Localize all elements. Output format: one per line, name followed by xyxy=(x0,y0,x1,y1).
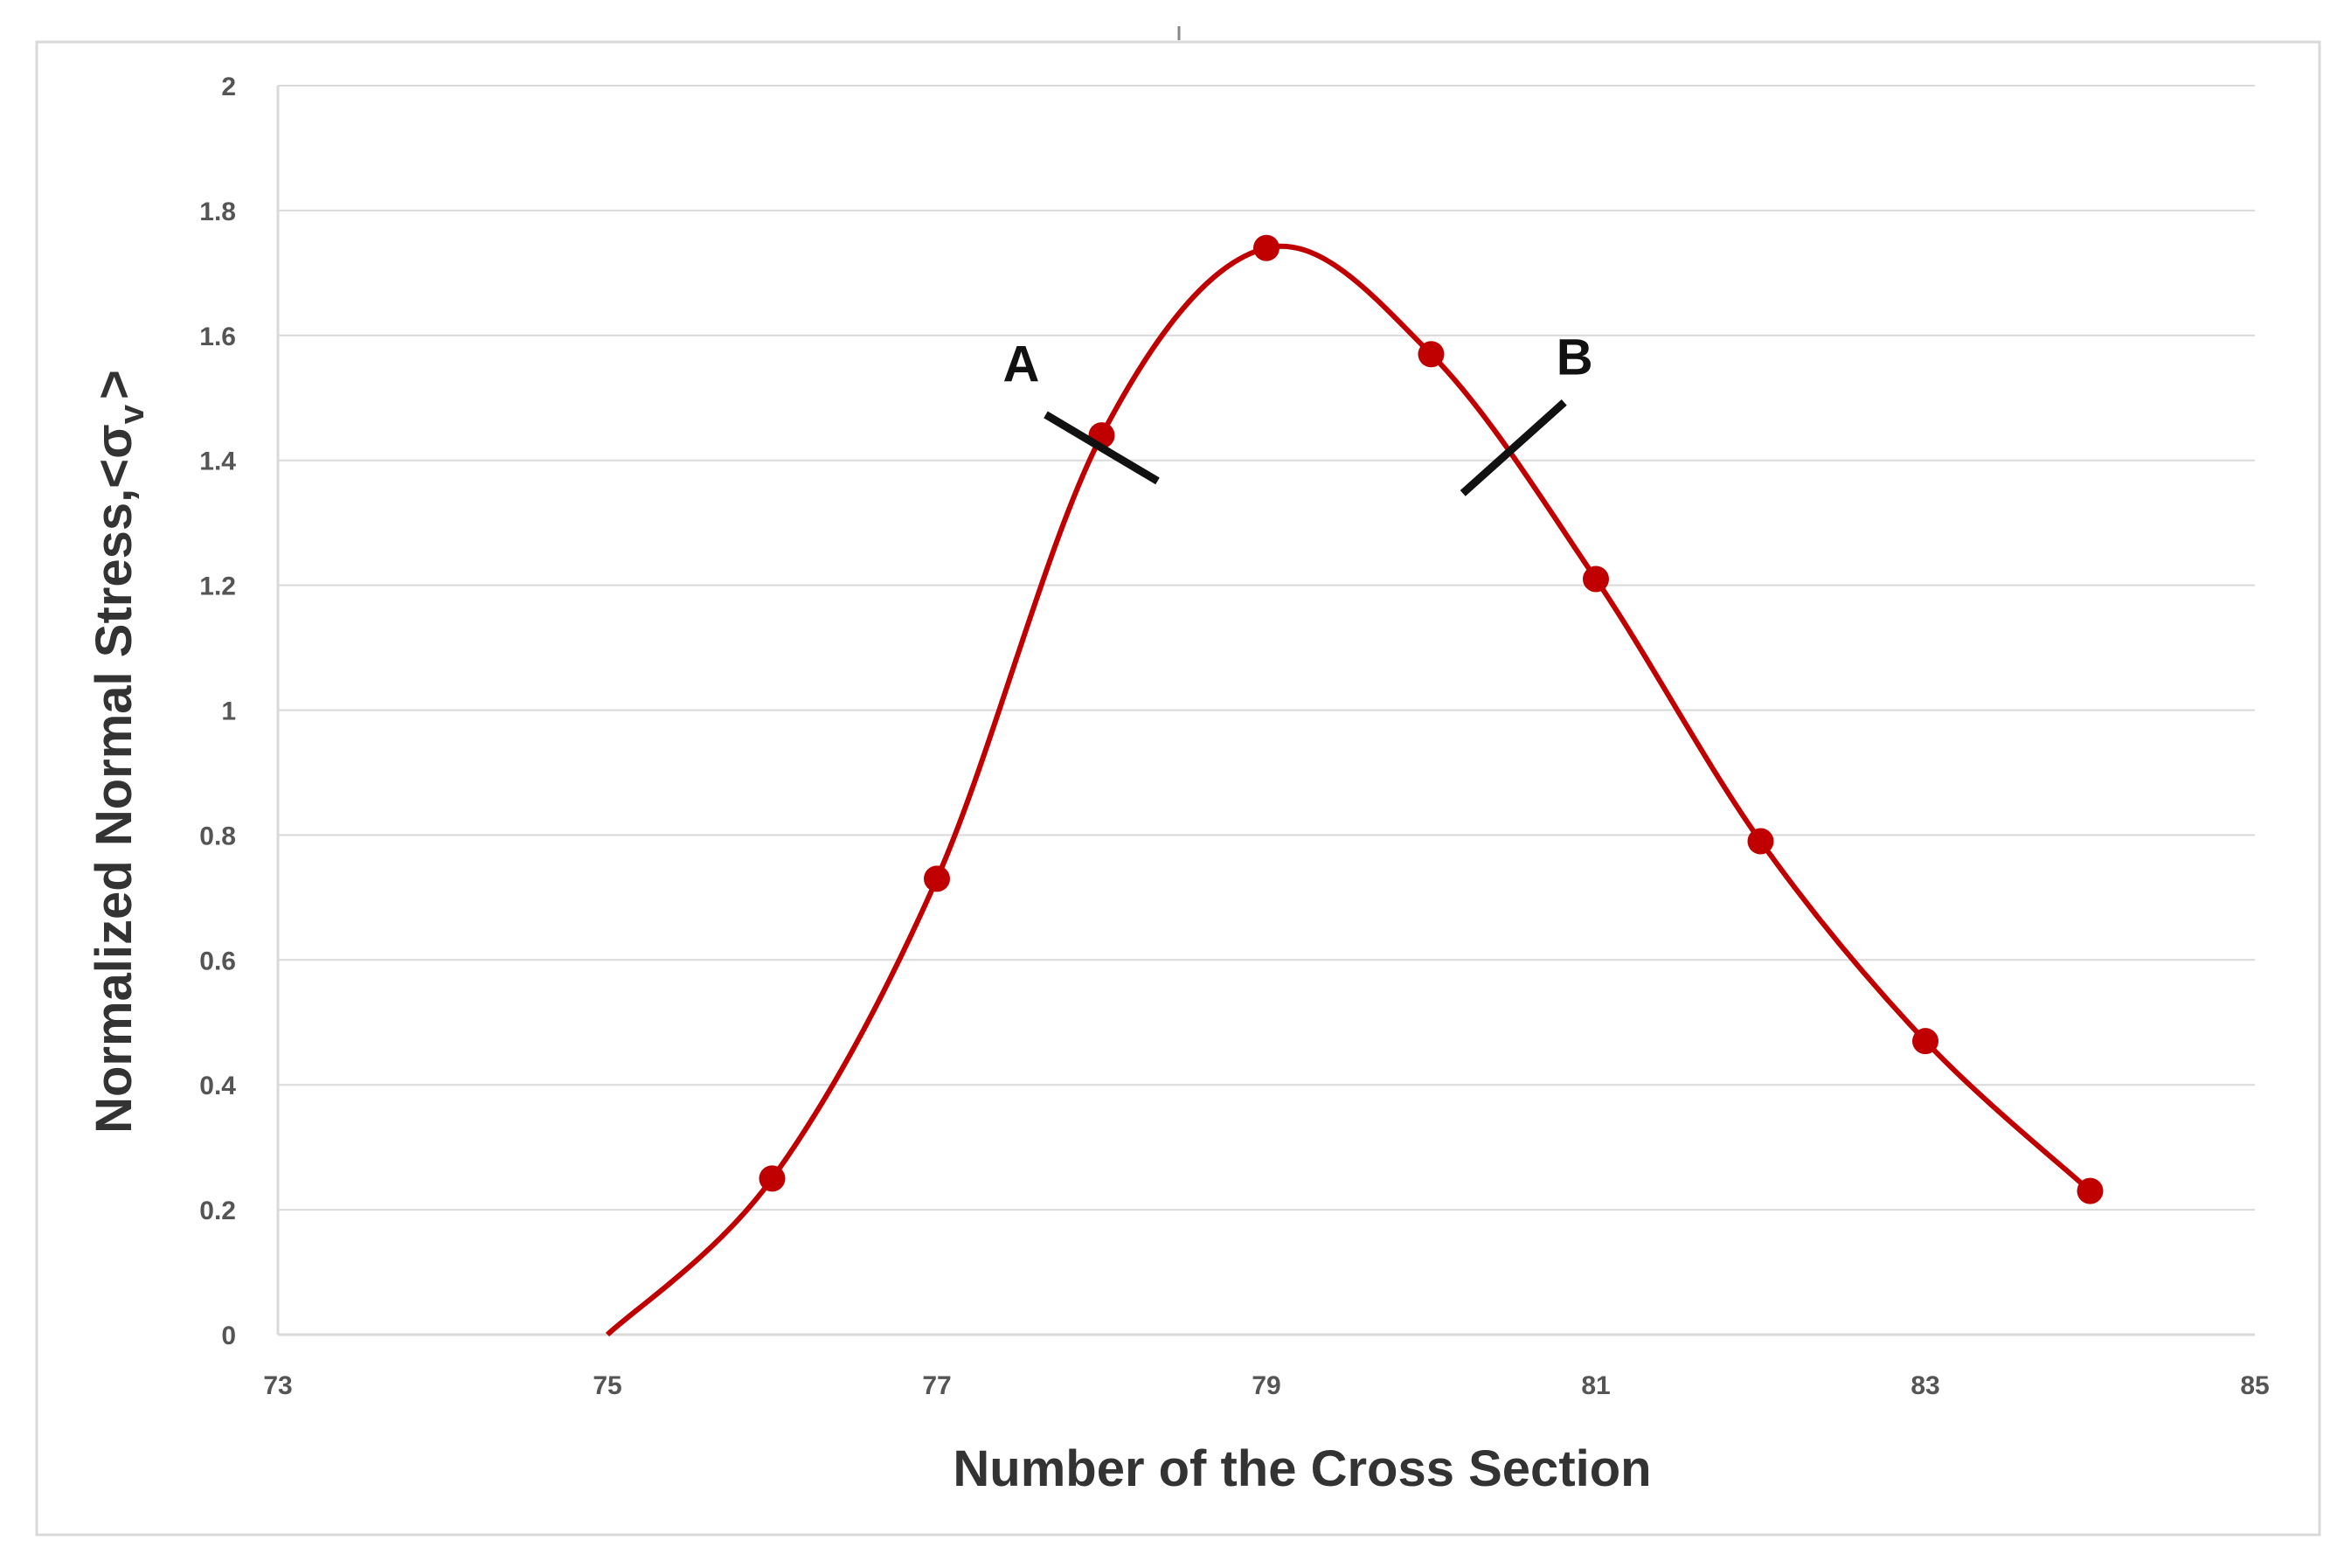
y-tick-label: 0 xyxy=(221,1322,236,1350)
y-tick-label: 0.6 xyxy=(199,947,236,975)
data-point xyxy=(759,1165,786,1192)
series xyxy=(605,234,2104,1337)
data-point xyxy=(1747,828,1774,855)
y-tick-label: 1.6 xyxy=(199,323,236,351)
y-tick-label: 1 xyxy=(221,697,236,726)
x-tick-label: 85 xyxy=(2240,1371,2269,1400)
y-tick-label: 1.2 xyxy=(199,572,236,601)
x-axis-title: Number of the Cross Section xyxy=(953,1440,1651,1497)
x-tick-label: 73 xyxy=(263,1371,292,1400)
data-point xyxy=(924,865,950,892)
y-tick-label: 0.8 xyxy=(199,822,236,850)
chart-frame xyxy=(35,40,2321,1537)
annotation-label: A xyxy=(1003,336,1040,392)
x-tick-label: 79 xyxy=(1252,1371,1280,1400)
y-tick-label: 1.8 xyxy=(199,198,236,226)
y-tick-label: 0.4 xyxy=(199,1072,236,1100)
x-tick-label: 81 xyxy=(1581,1371,1610,1400)
data-point xyxy=(1418,341,1445,368)
y-tick-label: 2 xyxy=(221,73,236,101)
tick-labels: 0 0.2 0.4 0.6 0.8 1 1.2 1.4 1.6 1.8 2 73 75 77 79 81 83 8… xyxy=(199,73,2269,1400)
data-point xyxy=(1583,565,1609,593)
data-point xyxy=(2077,1177,2104,1204)
annotation-mark xyxy=(1044,411,1160,485)
x-tick-label: 75 xyxy=(593,1371,621,1400)
y-axis-title-subscript: v xyxy=(113,404,151,424)
x-tick-label: 83 xyxy=(1911,1371,1939,1400)
y-axis-title-main: Normalized Normal Stress,<σ xyxy=(86,424,142,1134)
y-tick-label: 1.4 xyxy=(199,448,236,476)
annotation-mark xyxy=(1460,399,1567,496)
gridlines xyxy=(278,85,2255,1211)
data-point xyxy=(1253,234,1279,261)
y-axis-title: Normalized Normal Stress,<σv > xyxy=(86,370,151,1134)
y-tick-label: 0.2 xyxy=(199,1197,236,1225)
x-tick-label: 77 xyxy=(922,1371,951,1400)
annotation-label: B xyxy=(1557,329,1593,385)
y-axis-title-suffix: > xyxy=(86,370,142,399)
series-line xyxy=(605,243,2092,1337)
data-point xyxy=(1912,1028,1938,1055)
